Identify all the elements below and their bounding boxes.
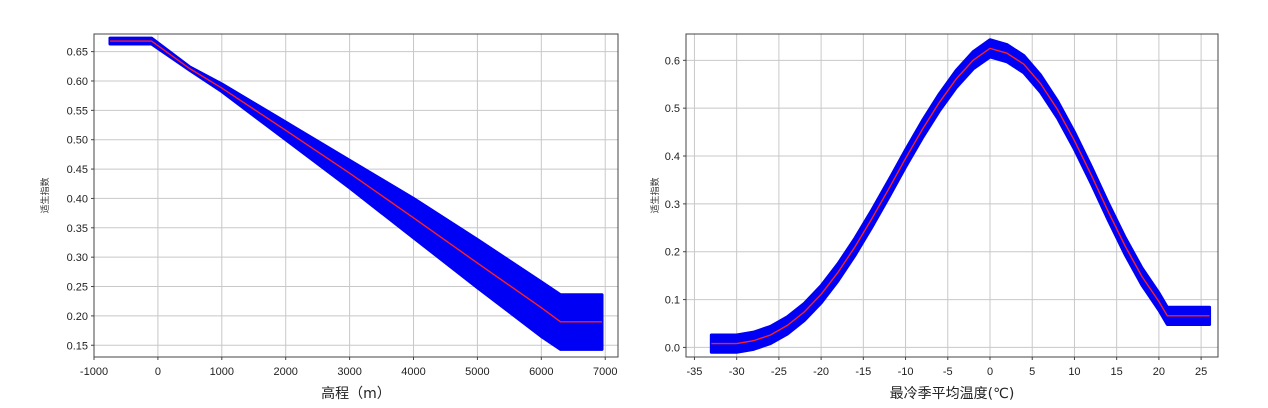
x-tick-label: 5000 (465, 366, 489, 378)
x-tick-label: -1000 (80, 366, 108, 378)
x-tick-label: 3000 (337, 366, 361, 378)
x-axis-label: 高程（m） (321, 385, 391, 402)
x-tick-label: 10 (1068, 366, 1080, 378)
x-tick-label: 15 (1111, 366, 1123, 378)
uncertainty-band (108, 36, 604, 351)
x-tick-label: 0 (155, 366, 161, 378)
y-tick-label: 0.25 (67, 282, 88, 294)
y-tick-label: 0.55 (67, 105, 88, 117)
x-tick-label: 1000 (210, 366, 234, 378)
y-tick-label: 0.4 (665, 151, 680, 163)
x-tick-label: 5 (1029, 366, 1035, 378)
x-tick-label: -30 (729, 366, 745, 378)
mean-response-line (711, 47, 1210, 345)
x-tick-label: 4000 (401, 366, 425, 378)
plot-frame (685, 33, 1219, 358)
y-tick-label: 0.50 (67, 135, 88, 147)
x-tick-label: 7000 (593, 366, 617, 378)
x-tick-label: -5 (943, 366, 953, 378)
y-tick-label: 0.60 (67, 76, 88, 88)
plot-frame (93, 33, 619, 358)
y-tick-label: 0.5 (665, 103, 680, 115)
x-tick-label: 25 (1195, 366, 1207, 378)
y-tick-label: 0.45 (67, 164, 88, 176)
y-axis-label: 适生指数 (39, 177, 51, 213)
y-tick-label: 0.2 (665, 247, 680, 259)
x-tick-label: 2000 (273, 366, 297, 378)
x-tick-label: -35 (686, 366, 702, 378)
x-tick-label: 0 (987, 366, 993, 378)
y-tick-label: 0.3 (665, 199, 680, 211)
x-tick-label: -20 (813, 366, 829, 378)
x-tick-label: 6000 (529, 366, 553, 378)
mean-response-line (109, 40, 603, 323)
y-tick-label: 0.6 (665, 55, 680, 67)
y-tick-label: 0.30 (67, 252, 88, 264)
y-tick-label: 0.0 (665, 342, 680, 354)
y-tick-label: 0.40 (67, 193, 88, 205)
x-tick-label: -15 (855, 366, 871, 378)
y-tick-label: 0.1 (665, 295, 680, 307)
y-tick-label: 0.20 (67, 311, 88, 323)
coldest-season-temperature-chart: -35 -30 -25 -20 -15 -10 -5 0 5 10 15 20 25 0.0 0.1 0.2 0… (649, 33, 1219, 402)
y-tick-label: 0.15 (67, 340, 88, 352)
x-tick-label: -25 (771, 366, 787, 378)
x-tick-label: -10 (898, 366, 914, 378)
elevation-chart: -1000 0 1000 2000 3000 4000 5000 6000 7000 0.15 0.… (39, 33, 619, 402)
uncertainty-band (709, 38, 1212, 354)
y-tick-label: 0.65 (67, 47, 88, 59)
y-tick-label: 0.35 (67, 223, 88, 235)
x-tick-label: 20 (1153, 366, 1165, 378)
y-axis-label: 适生指数 (649, 177, 661, 213)
x-axis-label: 最冷季平均温度(℃) (890, 386, 1015, 402)
